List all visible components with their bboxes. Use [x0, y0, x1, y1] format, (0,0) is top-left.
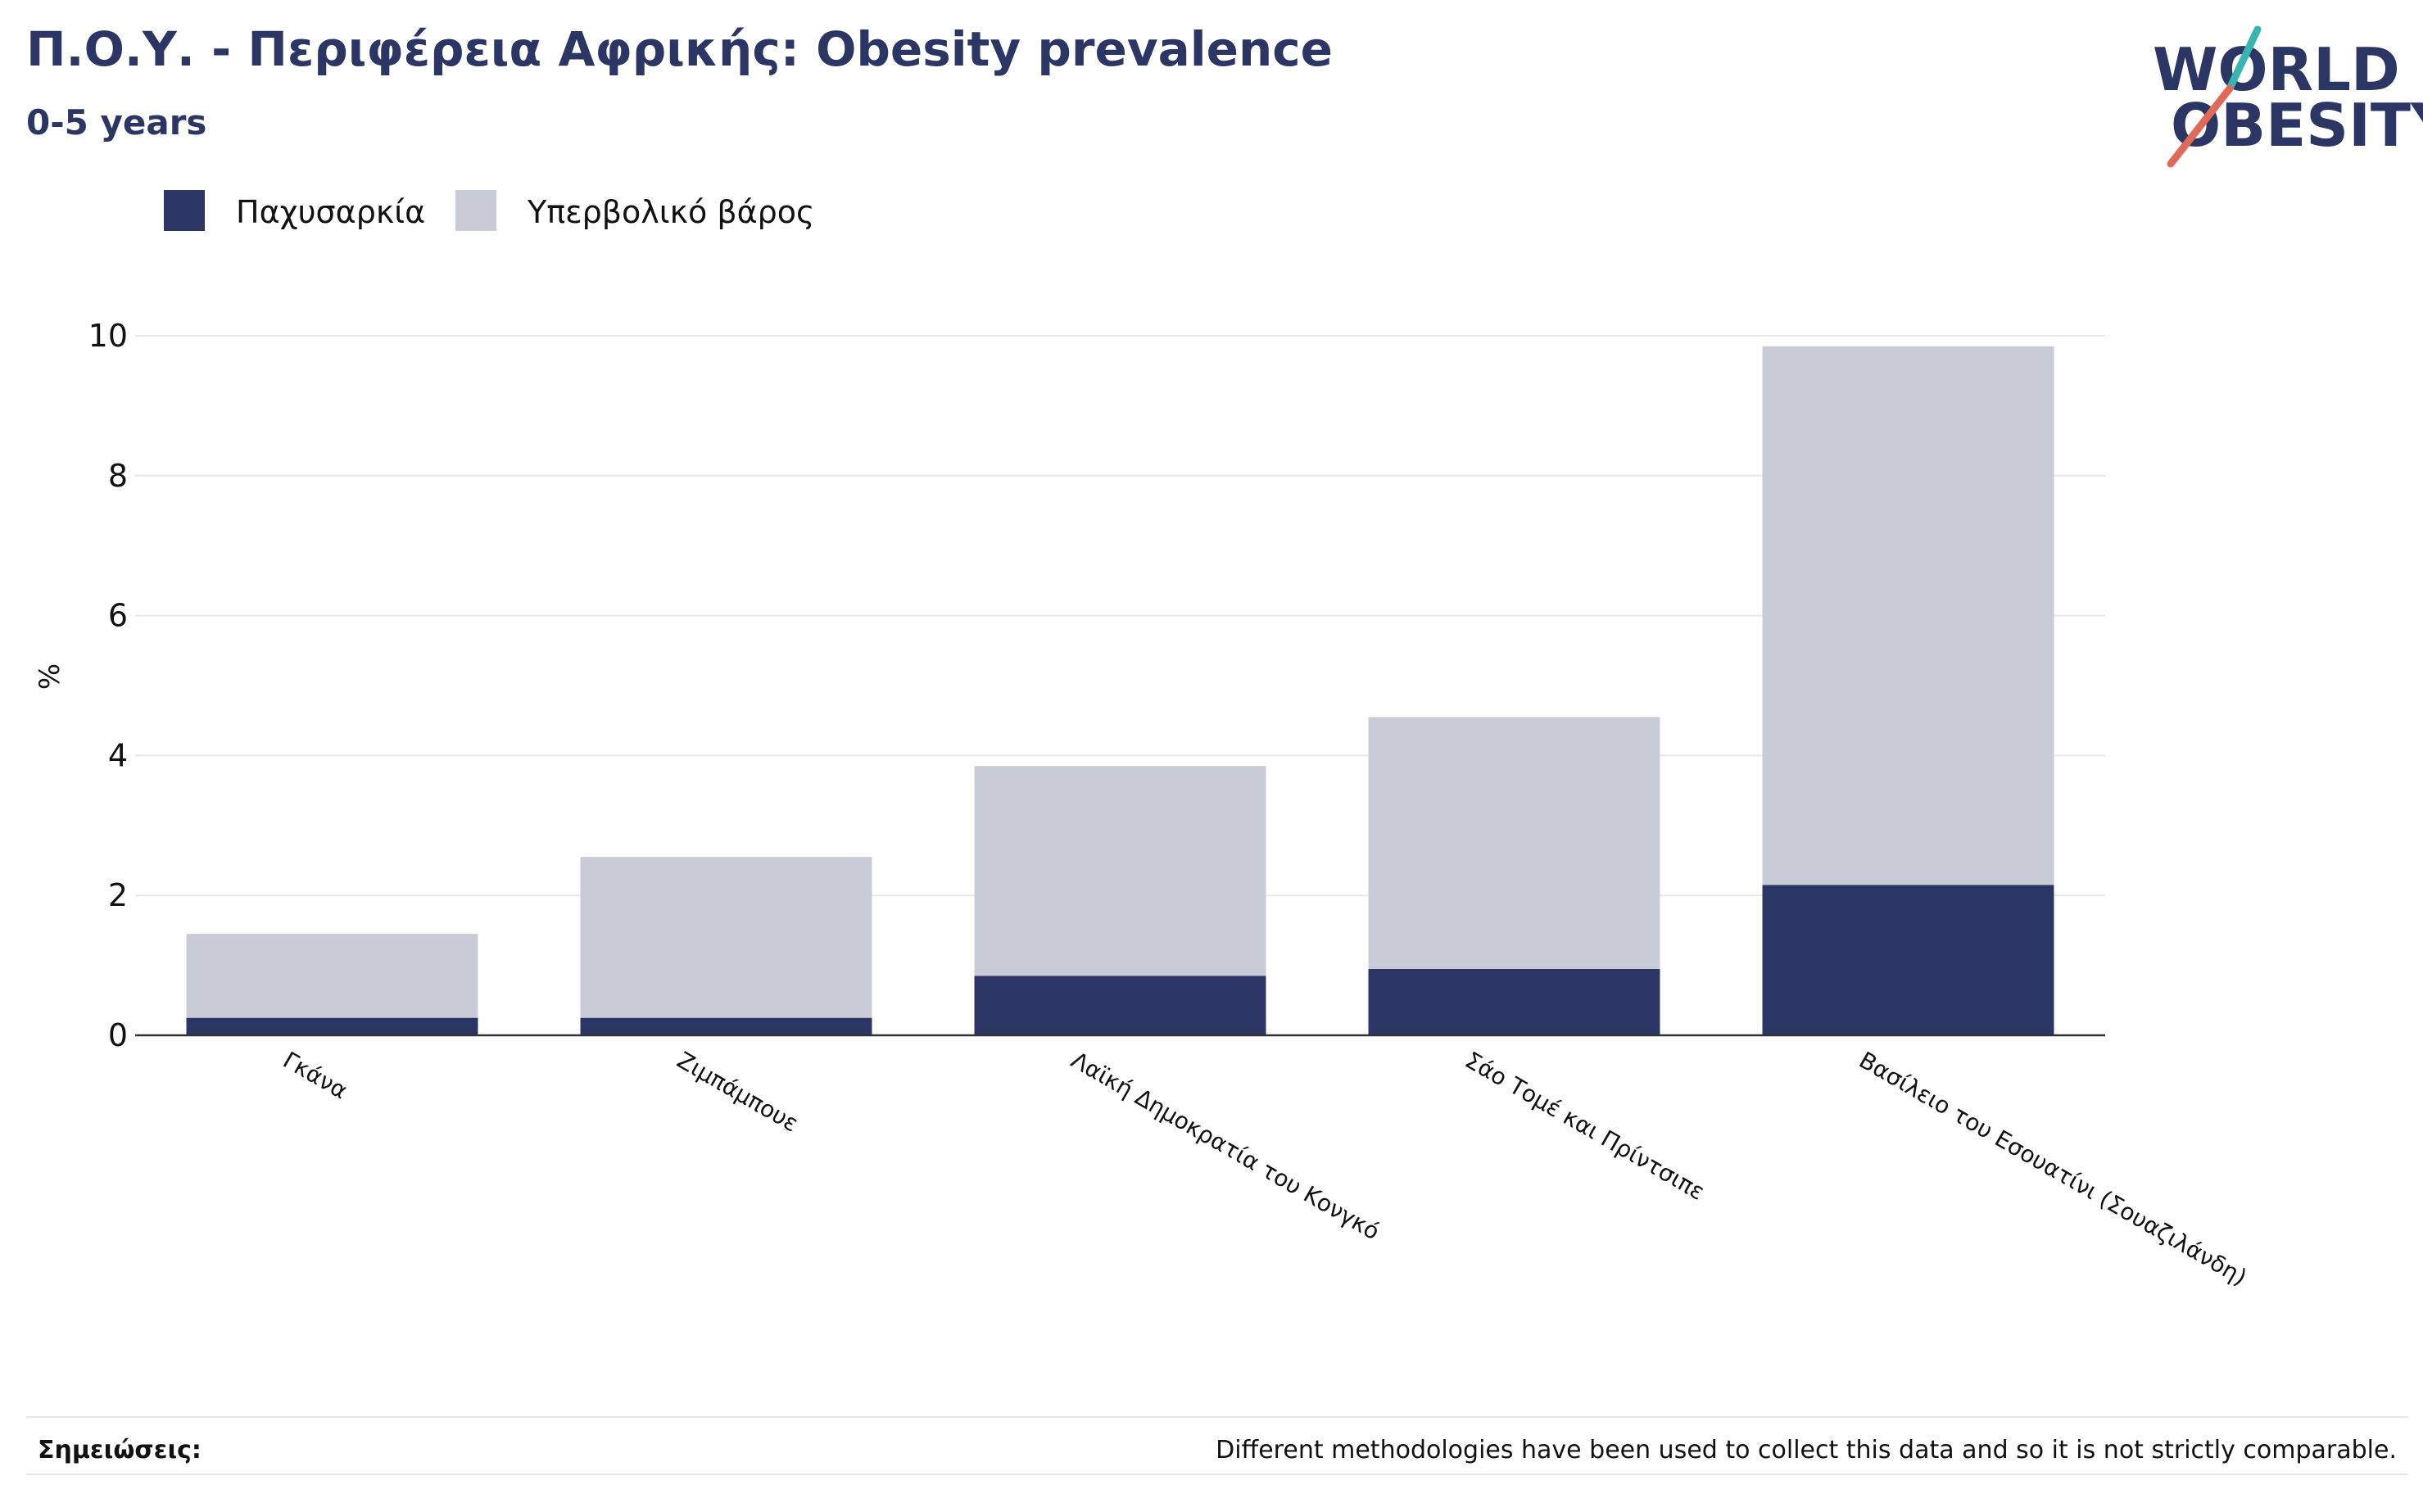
logo-line-obesity: OBESITY: [2171, 91, 2423, 160]
logo-line-world: WORLD: [2153, 35, 2400, 104]
legend-swatch-obesity: [164, 190, 205, 231]
y-tick-label: 10: [88, 318, 128, 354]
bar-segment-obesity: [580, 1017, 872, 1035]
bar-segment-obesity: [974, 976, 1266, 1035]
legend-swatch-overweight: [455, 190, 496, 231]
chart-subtitle: 0-5 years: [26, 102, 206, 143]
bar-segment-overweight: [974, 766, 1266, 976]
notes-text: Different methodologies have been used t…: [1216, 1436, 2397, 1464]
bar-segment-obesity: [186, 1017, 478, 1035]
legend-label-obesity: Παχυσαρκία: [236, 194, 425, 230]
chart-title: Π.Ο.Υ. - Περιφέρεια Αφρικής: Obesity pre…: [26, 21, 1333, 77]
bar-segment-overweight: [186, 934, 478, 1018]
bar-segment-obesity: [1368, 968, 1660, 1035]
x-axis-labels: Γκάνα Ζιμπάμπουε Λαϊκή Δημοκρατία του Κονγ…: [279, 1046, 2251, 1291]
y-tick-label: 2: [108, 877, 128, 913]
y-axis-label: %: [34, 663, 66, 690]
legend-label-overweight: Υπερβολικό βάρος: [527, 194, 814, 230]
x-tick-label: Ζιμπάμπουε: [673, 1046, 803, 1137]
x-tick-label: Γκάνα: [279, 1046, 352, 1104]
logo-slash-coral: [2167, 84, 2234, 168]
bar-segment-overweight: [1368, 717, 1660, 969]
notes-label: Σημειώσεις:: [38, 1436, 202, 1464]
bars: [186, 346, 2054, 1035]
y-tick-label: 6: [108, 598, 128, 634]
logo-slash-teal: [2226, 25, 2262, 93]
legend: Παχυσαρκία Υπερβολικό βάρος: [164, 190, 814, 231]
x-tick-label: Λαϊκή Δημοκρατία του Κονγκό: [1067, 1046, 1384, 1245]
x-tick-label: Σάο Τομέ και Πρίντσιπε: [1461, 1046, 1710, 1205]
y-axis-ticks: 0 2 4 6 8 10: [88, 318, 128, 1053]
bar-segment-obesity: [1762, 885, 2054, 1035]
y-tick-label: 8: [108, 458, 128, 494]
bar-segment-overweight: [1762, 346, 2054, 885]
bar-segment-overweight: [580, 857, 872, 1018]
x-tick-label: Βασίλειο του Εσουατίνι (Σουαζιλάνδη): [1855, 1046, 2251, 1291]
y-tick-label: 0: [108, 1017, 128, 1053]
world-obesity-logo: WORLD OBESITY: [2153, 25, 2423, 168]
y-tick-label: 4: [108, 737, 128, 773]
